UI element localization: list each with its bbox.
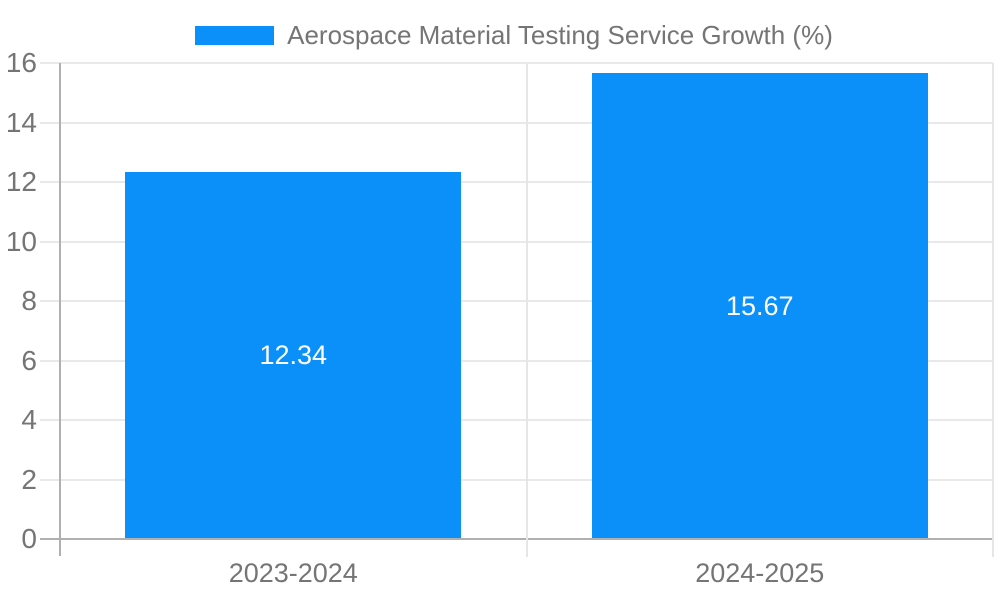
y-tick-label: 12 — [5, 166, 37, 197]
y-tick-label: 16 — [5, 47, 37, 78]
y-tick-label: 2 — [21, 463, 37, 495]
x-tick-label: 2023-2024 — [228, 558, 358, 588]
gridline-y-14 — [40, 121, 993, 124]
bar-value-label: 12.34 — [259, 340, 328, 371]
gridline-y-6 — [40, 359, 993, 362]
x-tick-label: 2024-2025 — [695, 558, 825, 588]
y-tick-label: 14 — [5, 106, 37, 138]
category-divider — [525, 63, 528, 557]
y-axis-line — [59, 63, 61, 556]
gridline-y-16 — [40, 62, 993, 64]
y-tick-label: 10 — [5, 225, 37, 257]
gridline-y-12 — [40, 181, 993, 183]
plot-right-border — [992, 63, 994, 557]
chart-legend: Aerospace Material Testing Service Growt… — [0, 18, 1000, 52]
gridline-y-4 — [40, 419, 993, 421]
legend-title: Aerospace Material Testing Service Growt… — [287, 19, 833, 50]
bar-2024-2025[interactable] — [591, 72, 928, 539]
y-tick-label: 4 — [21, 404, 37, 435]
gridline-y-8 — [40, 300, 993, 302]
gridline-y-2 — [40, 478, 993, 481]
gridline-y-10 — [40, 240, 993, 243]
y-tick-label: 6 — [21, 344, 37, 376]
y-tick-label: 0 — [21, 523, 37, 554]
x-axis-line — [40, 538, 993, 540]
bar-2023-2024[interactable] — [125, 171, 462, 539]
bar-value-label: 15.67 — [725, 290, 794, 321]
y-tick-label: 8 — [21, 285, 37, 316]
legend-swatch — [195, 25, 275, 45]
